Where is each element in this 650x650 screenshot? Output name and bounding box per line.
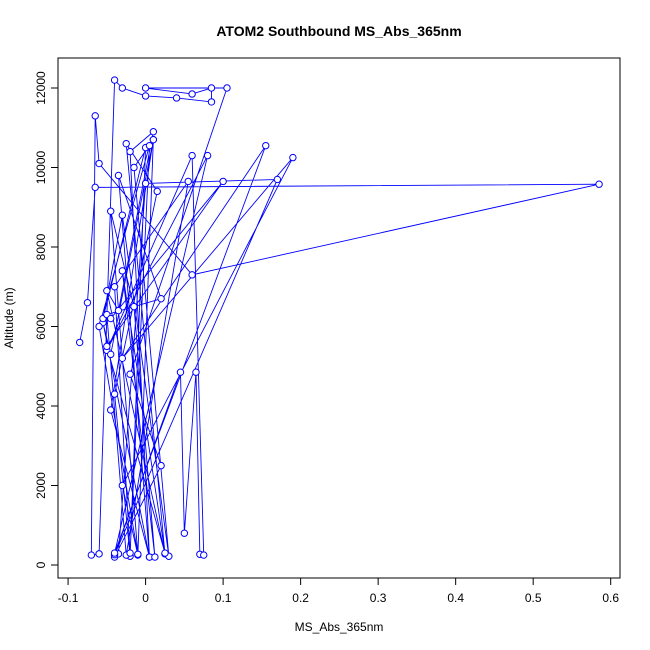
data-point — [110, 549, 119, 557]
data-point — [180, 529, 189, 537]
data-point — [161, 549, 169, 557]
data-point — [141, 84, 150, 92]
data-point — [114, 171, 123, 180]
data-point — [200, 551, 208, 559]
data-point — [188, 271, 196, 279]
data-point — [114, 306, 123, 315]
data-point — [126, 549, 134, 557]
data-point — [118, 354, 127, 363]
data-point — [91, 183, 99, 192]
data-point — [273, 175, 282, 184]
data-point — [149, 135, 158, 144]
data-point — [188, 151, 196, 160]
data-point — [118, 267, 127, 275]
data-point — [157, 294, 165, 303]
data-line — [79, 78, 600, 558]
data-point — [207, 98, 216, 106]
x-tick-label: 0.1 — [215, 591, 232, 605]
data-point — [103, 342, 111, 351]
x-tick-label: 0.3 — [370, 591, 387, 605]
data-point — [184, 177, 192, 186]
x-axis-label: MS_Abs_365nm — [295, 620, 384, 634]
data-point — [134, 550, 142, 558]
data-point — [130, 302, 138, 311]
data-point — [122, 139, 130, 148]
data-point — [207, 84, 216, 92]
data-point — [289, 153, 297, 162]
data-point — [126, 370, 134, 378]
data-point — [118, 211, 127, 219]
data-point — [118, 481, 127, 490]
y-tick-label: 6000 — [34, 313, 48, 340]
data-point — [130, 163, 138, 172]
data-point — [141, 179, 150, 188]
data-point — [126, 147, 134, 156]
x-tick-label: 0.4 — [447, 591, 464, 605]
chart-title: ATOM2 Southbound MS_Abs_365nm — [216, 23, 461, 39]
data-point — [595, 180, 603, 188]
data-point — [107, 314, 115, 323]
data-point — [172, 94, 181, 102]
data-point — [145, 141, 154, 150]
data-point — [91, 112, 99, 120]
data-point — [223, 84, 231, 92]
y-tick-label: 2000 — [34, 472, 48, 499]
data-point — [95, 159, 103, 168]
data-point — [95, 322, 103, 331]
data-point — [83, 298, 92, 307]
data-point — [203, 151, 212, 160]
x-tick-label: 0.6 — [602, 591, 619, 605]
data-point — [87, 551, 96, 559]
data-point — [107, 350, 115, 359]
y-axis-label: Altitude (m) — [2, 287, 16, 348]
data-point — [118, 84, 127, 92]
data-point — [149, 128, 158, 136]
y-tick-label: 10000 — [34, 151, 48, 185]
data-point — [110, 76, 119, 84]
y-tick-label: 8000 — [34, 233, 48, 260]
y-tick-label: 0 — [34, 561, 48, 568]
data-point — [107, 207, 115, 215]
data-point — [76, 338, 84, 347]
x-tick-label: 0 — [142, 591, 149, 605]
data-point — [95, 550, 103, 558]
x-tick-label: 0.2 — [292, 591, 309, 605]
y-tick-label: 4000 — [34, 392, 48, 419]
data-point — [192, 368, 200, 376]
data-point — [141, 92, 150, 100]
x-tick-label: 0.5 — [525, 591, 542, 605]
data-point — [103, 287, 111, 295]
data-point — [110, 283, 119, 291]
data-point — [188, 90, 196, 98]
data-point — [151, 553, 159, 561]
data-point — [110, 390, 119, 398]
data-point — [157, 461, 165, 470]
data-point — [219, 177, 227, 186]
data-point — [107, 406, 115, 414]
y-tick-label: 12000 — [34, 71, 48, 105]
data-point — [153, 187, 161, 196]
data-point — [176, 368, 185, 376]
data-point — [262, 141, 270, 150]
x-tick-label: -0.1 — [58, 591, 79, 605]
